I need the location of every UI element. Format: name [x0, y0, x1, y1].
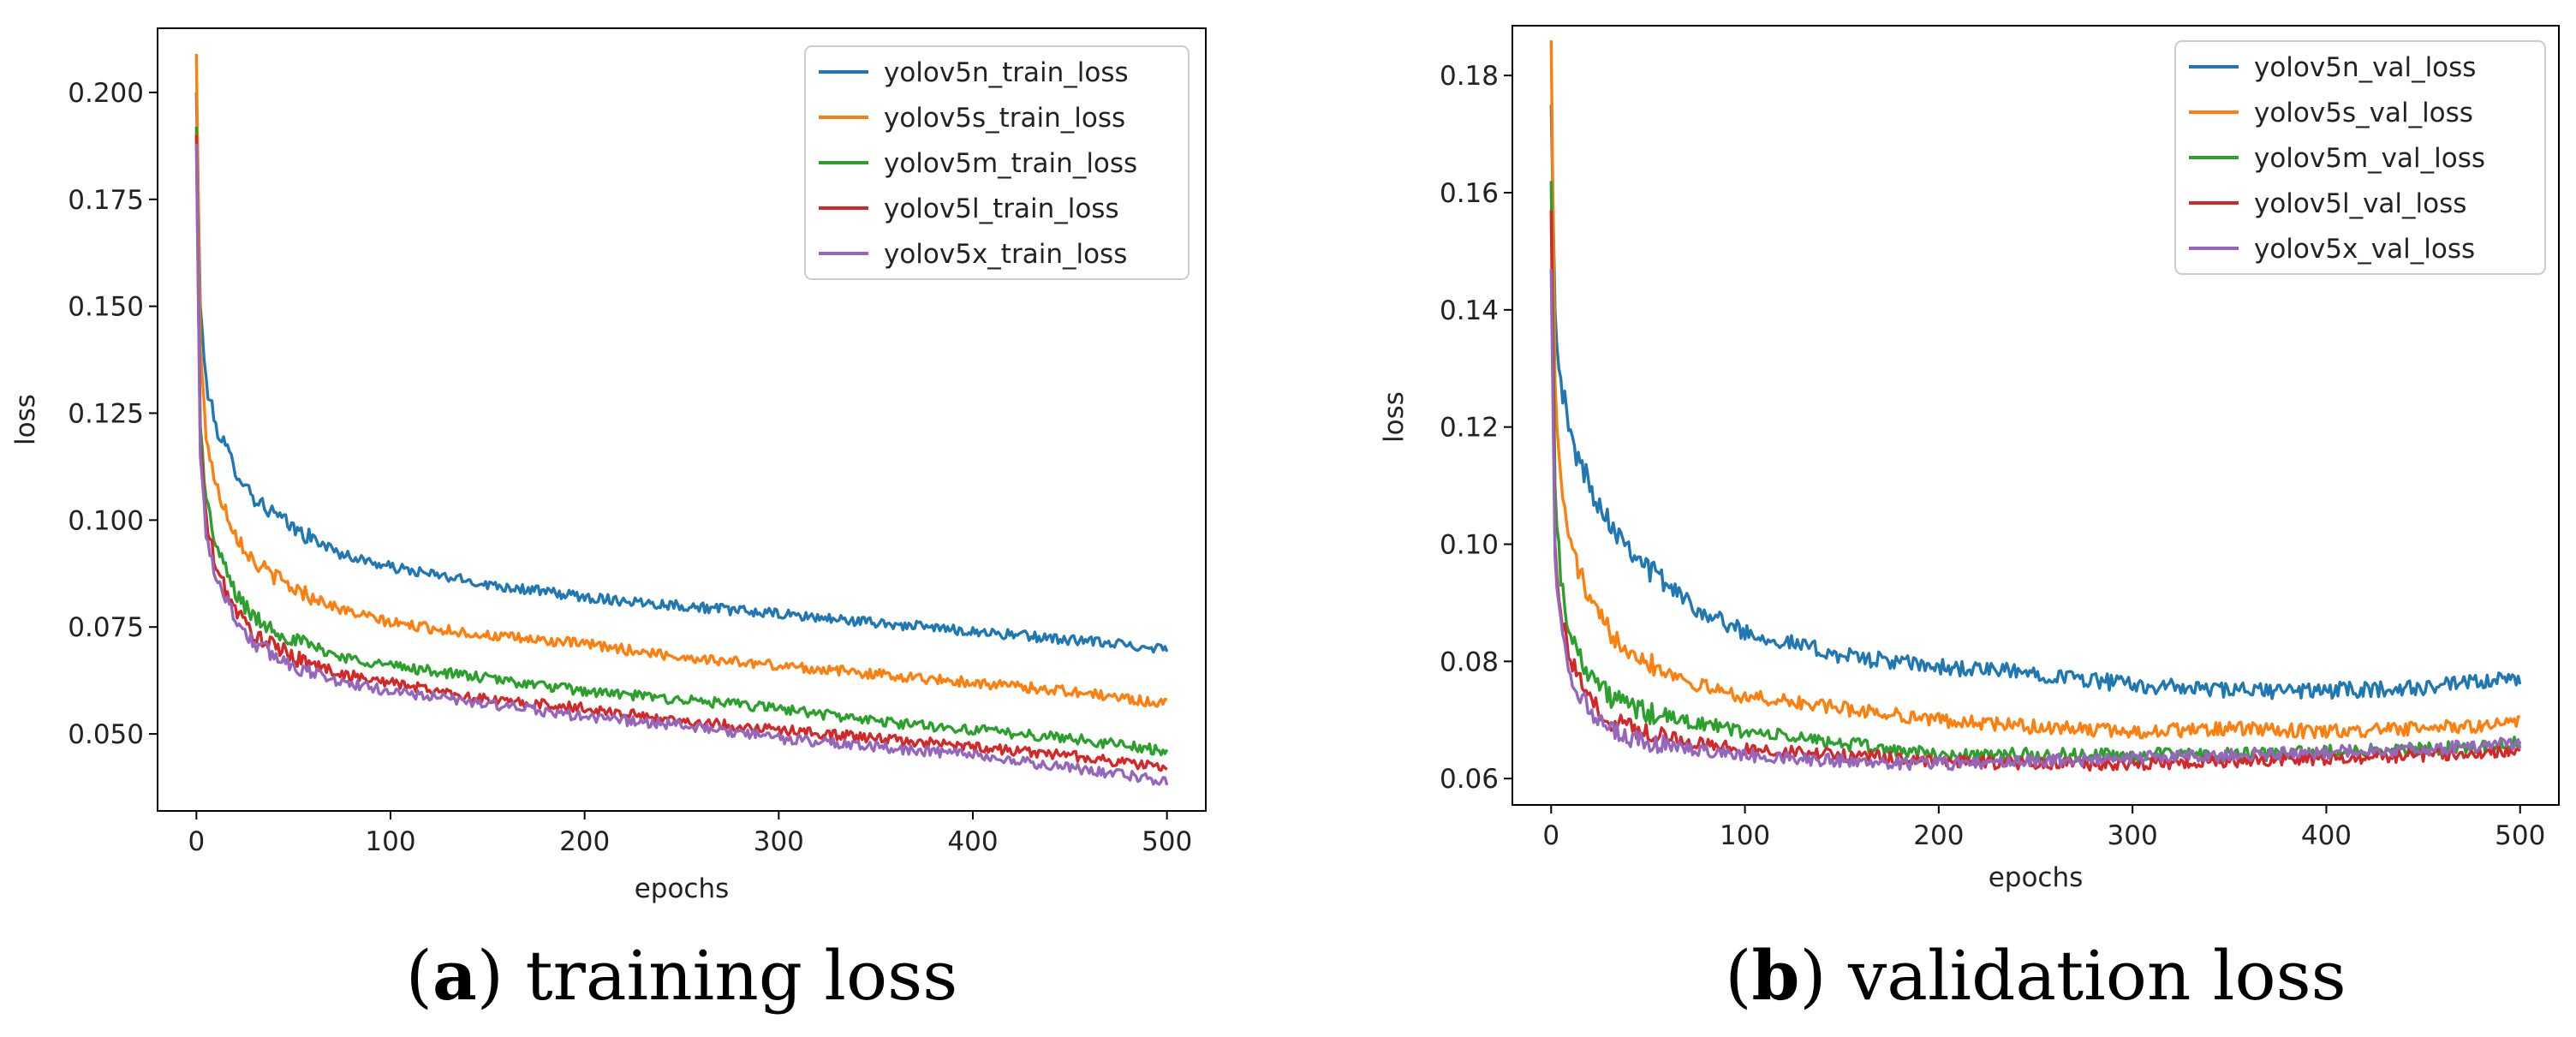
y-tick-label: 0.08 [1440, 647, 1499, 677]
x-axis-label-a: epochs [635, 873, 730, 904]
y-tick-label: 0.16 [1440, 178, 1499, 209]
x-ticks-b: 0 100 200 300 400 500 [1542, 805, 2545, 851]
x-tick-label: 0 [188, 826, 205, 857]
legend-label: yolov5m_val_loss [2254, 143, 2485, 174]
x-axis-label-b: epochs [1989, 862, 2084, 893]
caption-letter-b: b [1751, 935, 1799, 1016]
series-line-yolov5l_train_loss [194, 134, 1168, 772]
panel-validation-loss: 0 100 200 300 400 500 0.06 0.08 0.10 0.12 0.14 0.1… [1379, 25, 2560, 1016]
y-tick-label: 0.175 [68, 185, 144, 216]
x-tick-label: 400 [2301, 820, 2352, 851]
y-tick-label: 0.050 [68, 719, 144, 750]
y-tick-label: 0.10 [1440, 530, 1499, 561]
caption-b: (b) validation loss [1725, 935, 2346, 1016]
x-tick-label: 300 [754, 826, 804, 857]
series-line-yolov5n_val_loss [1549, 104, 2522, 700]
y-tick-label: 0.100 [68, 505, 144, 536]
legend-label: yolov5s_train_loss [884, 103, 1125, 134]
y-tick-label: 0.200 [68, 78, 144, 109]
y-tick-label: 0.12 [1440, 413, 1499, 444]
legend-b: yolov5n_val_loss yolov5s_val_loss yolov5m_… [2174, 40, 2546, 275]
caption-a: (a) training loss [406, 935, 958, 1016]
caption-text-a: training loss [525, 936, 957, 1016]
x-tick-label: 300 [2108, 820, 2158, 851]
x-tick-label: 200 [1913, 820, 1964, 851]
legend-label: yolov5s_val_loss [2254, 98, 2473, 128]
series-line-yolov5n_train_loss [194, 92, 1169, 654]
series-layer-b [1549, 40, 2522, 772]
series-line-yolov5s_val_loss [1549, 40, 2521, 740]
legend-label: yolov5n_val_loss [2254, 52, 2476, 83]
legend-label: yolov5x_train_loss [884, 239, 1127, 270]
legend-label: yolov5n_train_loss [884, 57, 1129, 88]
y-tick-label: 0.18 [1440, 61, 1499, 92]
x-ticks-a: 0 100 200 300 400 500 [188, 811, 1192, 857]
x-tick-label: 0 [1542, 820, 1559, 851]
y-ticks-b: 0.06 0.08 0.10 0.12 0.14 0.16 0.18 [1440, 61, 1512, 795]
legend-items-b: yolov5n_val_loss yolov5s_val_loss yolov5m_… [2189, 52, 2485, 265]
legend-box-b [2174, 40, 2546, 275]
legend-label: yolov5l_val_loss [2254, 188, 2466, 219]
series-line-yolov5x_val_loss [1549, 268, 2522, 772]
y-ticks-a: 0.050 0.075 0.100 0.125 0.150 0.175 0.200 [68, 78, 158, 750]
y-tick-label: 0.125 [68, 399, 144, 430]
x-tick-label: 100 [1720, 820, 1770, 851]
legend-label: yolov5l_train_loss [884, 194, 1119, 224]
x-tick-label: 500 [1142, 826, 1192, 857]
caption-letter-a: a [432, 935, 477, 1016]
legend-items-a: yolov5n_train_loss yolov5s_train_lossyolo… [819, 57, 1137, 270]
legend-label: yolov5m_train_loss [884, 148, 1137, 179]
x-tick-label: 200 [559, 826, 610, 857]
y-tick-label: 0.075 [68, 612, 144, 643]
legend-a: yolov5n_train_loss yolov5s_train_lossyolo… [804, 45, 1190, 280]
caption-text-b: validation loss [1847, 936, 2346, 1016]
x-tick-label: 400 [947, 826, 998, 857]
y-tick-label: 0.06 [1440, 764, 1499, 795]
y-tick-label: 0.14 [1440, 295, 1499, 326]
legend-box-a [804, 45, 1190, 280]
series-line-yolov5s_train_loss [194, 53, 1168, 708]
y-tick-label: 0.150 [68, 292, 144, 323]
series-layer-a [194, 53, 1169, 786]
legend-label: yolov5x_val_loss [2254, 234, 2475, 265]
x-tick-label: 100 [365, 826, 415, 857]
y-axis-label-a: loss [10, 394, 41, 445]
x-tick-label: 500 [2495, 820, 2545, 851]
panel-training-loss: 0 100 200 300 400 500 0.050 0.075 0.100 0.125 0.1… [10, 27, 1207, 1016]
series-line-yolov5m_train_loss [194, 126, 1169, 757]
series-line-yolov5x_train_loss [194, 143, 1169, 786]
y-axis-label-b: loss [1379, 391, 1410, 443]
